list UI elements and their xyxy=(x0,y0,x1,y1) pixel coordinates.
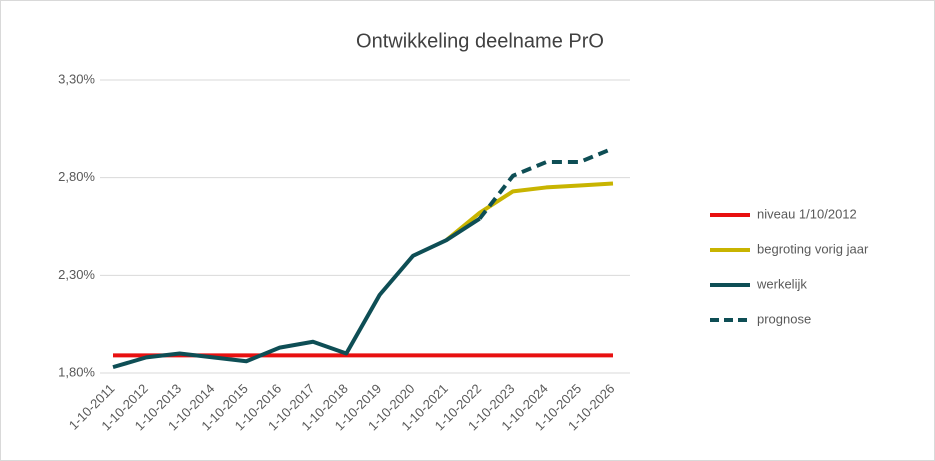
line-series xyxy=(112,217,481,370)
y-tick-label: 3,30% xyxy=(58,71,95,86)
y-tick-label: 2,80% xyxy=(58,169,95,184)
chart-title: Ontwikkeling deelname PrO xyxy=(356,30,604,52)
legend-label: prognose xyxy=(757,311,811,326)
line-series xyxy=(445,181,614,242)
y-tick-label: 2,30% xyxy=(58,267,95,282)
legend-label: werkelijk xyxy=(756,276,807,291)
legend-label: begroting vorig jaar xyxy=(757,241,869,256)
line-series xyxy=(478,146,614,220)
y-tick-label: 1,80% xyxy=(58,364,95,379)
legend-label: niveau 1/10/2012 xyxy=(757,206,857,221)
